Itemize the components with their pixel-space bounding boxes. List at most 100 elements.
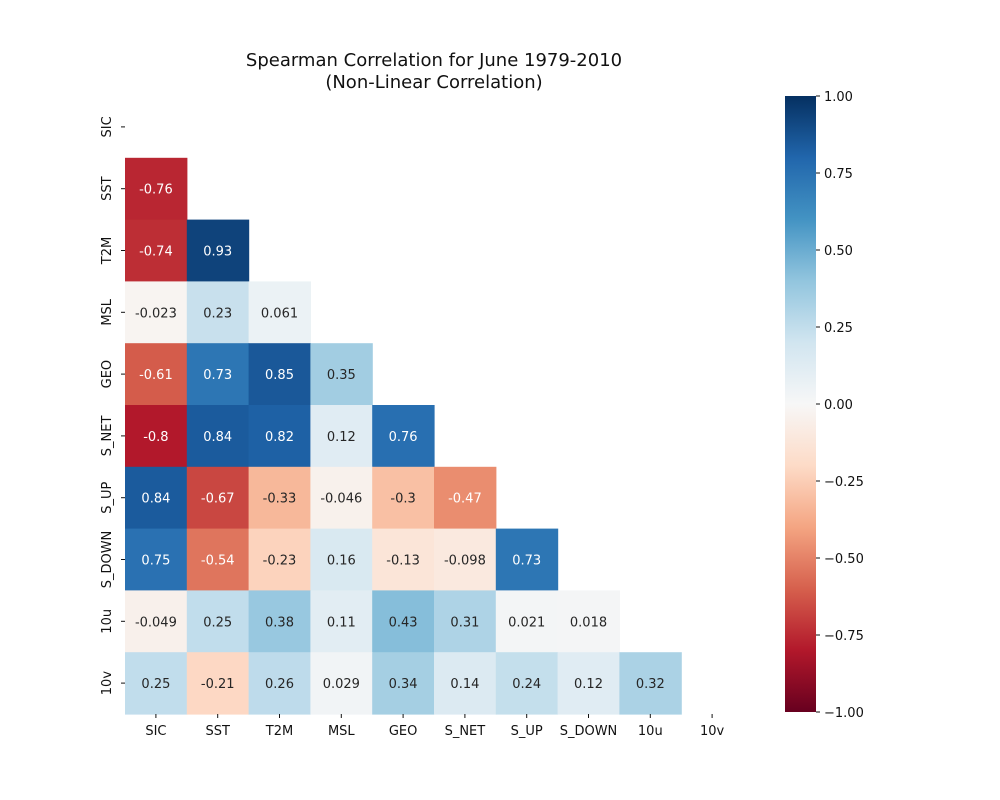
- cell-label-GEO-T2M: 0.85: [265, 368, 294, 383]
- heatmap-cell-GEO-T2M: [248, 343, 311, 406]
- heatmap-cell-S_DOWN-GEO: [372, 528, 435, 591]
- cell-label-GEO-SIC: -0.61: [139, 368, 173, 383]
- x-tick-label-T2M: T2M: [265, 724, 293, 739]
- heatmap-cell-10v-MSL: [310, 652, 373, 715]
- y-tick-label-GEO: GEO: [100, 360, 115, 389]
- x-tick-label-SIC: SIC: [145, 724, 166, 739]
- heatmap-cell-10u-SIC: [125, 590, 188, 653]
- colorbar-tick-label: 0.50: [824, 244, 853, 259]
- cell-label-S_DOWN-SIC: 0.75: [141, 554, 170, 569]
- cell-label-S_DOWN-MSL: 0.16: [327, 554, 356, 569]
- y-tick-label-MSL: MSL: [100, 298, 115, 325]
- y-tick-label-S_DOWN: S_DOWN: [100, 531, 115, 589]
- heatmap-cell-10v-S_NET: [434, 652, 497, 715]
- heatmap-cell-S_NET-T2M: [248, 405, 311, 468]
- cell-label-S_NET-SIC: -0.8: [143, 430, 168, 445]
- heatmap-cell-10v-10u: [619, 652, 682, 715]
- cell-label-10u-GEO: 0.43: [389, 615, 418, 630]
- cell-label-10u-T2M: 0.38: [265, 615, 294, 630]
- heatmap-cell-MSL-SST: [186, 281, 250, 344]
- heatmap-cell-S_UP-SST: [186, 466, 250, 530]
- heatmap-cell-S_DOWN-MSL: [310, 528, 373, 591]
- cell-label-S_DOWN-S_UP: 0.73: [512, 554, 541, 569]
- chart-subtitle: (Non-Linear Correlation): [325, 72, 542, 93]
- heatmap-cell-10u-S_NET: [434, 590, 497, 653]
- heatmap-cells: [125, 157, 682, 715]
- y-tick-label-10v: 10v: [100, 671, 115, 696]
- y-tick-label-SIC: SIC: [100, 116, 115, 137]
- cell-label-10v-MSL: 0.029: [323, 677, 360, 692]
- cell-label-10u-S_UP: 0.021: [508, 615, 545, 630]
- heatmap-cell-10v-SIC: [125, 652, 188, 715]
- cell-label-S_UP-T2M: -0.33: [263, 492, 297, 507]
- cell-label-10v-SIC: 0.25: [141, 677, 170, 692]
- cell-label-GEO-MSL: 0.35: [327, 368, 356, 383]
- y-tick-label-10u: 10u: [100, 609, 115, 634]
- cell-label-SST-SIC: -0.76: [139, 183, 173, 198]
- cell-label-10v-S_DOWN: 0.12: [574, 677, 603, 692]
- heatmap-cell-S_DOWN-S_UP: [495, 528, 559, 591]
- heatmap-cell-10u-GEO: [372, 590, 435, 653]
- x-tick-label-GEO: GEO: [389, 724, 418, 739]
- heatmap-cell-GEO-SST: [186, 343, 250, 406]
- cell-label-MSL-SIC: -0.023: [135, 306, 177, 321]
- heatmap-cell-S_UP-SIC: [125, 466, 188, 530]
- cell-label-10v-S_NET: 0.14: [450, 677, 479, 692]
- colorbar-tick-label: −1.00: [824, 706, 864, 721]
- cell-label-10v-10u: 0.32: [636, 677, 665, 692]
- cell-label-10u-SST: 0.25: [203, 615, 232, 630]
- colorbar-tick-label: 1.00: [824, 90, 853, 105]
- colorbar: 1.00 0.75 0.50 0.25 0.00 −0.25 −0.50 −0.75 −1.00: [785, 90, 864, 721]
- cell-label-S_DOWN-GEO: -0.13: [386, 554, 420, 569]
- y-tick-label-SST: SST: [100, 176, 115, 201]
- heatmap-cell-S_UP-S_NET: [434, 466, 497, 530]
- heatmap-cell-GEO-SIC: [125, 343, 188, 406]
- cell-label-S_NET-GEO: 0.76: [389, 430, 418, 445]
- cell-label-10u-MSL: 0.11: [327, 615, 356, 630]
- x-tick-label-S_DOWN: S_DOWN: [560, 724, 618, 739]
- y-tick-label-S_UP: S_UP: [100, 481, 115, 513]
- colorbar-tick-label: −0.25: [824, 475, 864, 490]
- heatmap-cell-S_UP-GEO: [372, 466, 435, 530]
- colorbar-tick-label: −0.75: [824, 629, 864, 644]
- cell-label-T2M-SIC: -0.74: [139, 245, 173, 260]
- cell-label-S_NET-MSL: 0.12: [327, 430, 356, 445]
- heatmap-cell-10u-T2M: [248, 590, 311, 653]
- heatmap-cell-S_DOWN-SIC: [125, 528, 188, 591]
- heatmap-cell-S_NET-SST: [186, 405, 250, 468]
- heatmap-cell-S_DOWN-S_NET: [434, 528, 497, 591]
- y-tick-label-S_NET: S_NET: [100, 416, 115, 457]
- cell-label-10v-SST: -0.21: [201, 677, 235, 692]
- cell-label-10v-GEO: 0.34: [389, 677, 418, 692]
- y-axis: SIC SST T2M MSL GEO S_NET S_UP S_DOWN 10u 10v: [100, 116, 125, 695]
- cell-label-S_UP-SIC: 0.84: [141, 492, 170, 507]
- heatmap-cell-10v-S_DOWN: [557, 652, 620, 715]
- heatmap-cell-S_NET-MSL: [310, 405, 373, 468]
- x-tick-label-S_UP: S_UP: [511, 724, 543, 739]
- x-tick-label-10v: 10v: [700, 724, 725, 739]
- cell-label-10v-S_UP: 0.24: [512, 677, 541, 692]
- colorbar-tick-label: 0.75: [824, 167, 853, 182]
- heatmap-cell-10v-T2M: [248, 652, 311, 715]
- heatmap-cell-S_NET-GEO: [372, 405, 435, 468]
- colorbar-tick-label: 0.25: [824, 321, 853, 336]
- cell-label-S_UP-GEO: -0.3: [390, 492, 415, 507]
- x-tick-label-S_NET: S_NET: [445, 724, 486, 739]
- heatmap-cell-T2M-SIC: [125, 219, 188, 282]
- cell-label-S_UP-S_NET: -0.47: [448, 492, 482, 507]
- heatmap-cell-GEO-MSL: [310, 343, 373, 406]
- cell-label-MSL-SST: 0.23: [203, 306, 232, 321]
- heatmap-cell-T2M-SST: [186, 219, 250, 282]
- colorbar-tick-label: 0.00: [824, 398, 853, 413]
- heatmap-cell-labels: -0.76 -0.74 0.93 -0.023 0.23 0.061 -0.61 0.73 0.…: [135, 183, 665, 692]
- cell-label-T2M-SST: 0.93: [203, 245, 232, 260]
- x-tick-label-SST: SST: [205, 724, 230, 739]
- heatmap-cell-MSL-SIC: [125, 281, 188, 344]
- heatmap-cell-10u-S_DOWN: [557, 590, 620, 653]
- cell-label-S_NET-T2M: 0.82: [265, 430, 294, 445]
- y-tick-label-T2M: T2M: [100, 237, 115, 265]
- cell-label-10u-S_NET: 0.31: [450, 615, 479, 630]
- colorbar-gradient: [785, 96, 816, 712]
